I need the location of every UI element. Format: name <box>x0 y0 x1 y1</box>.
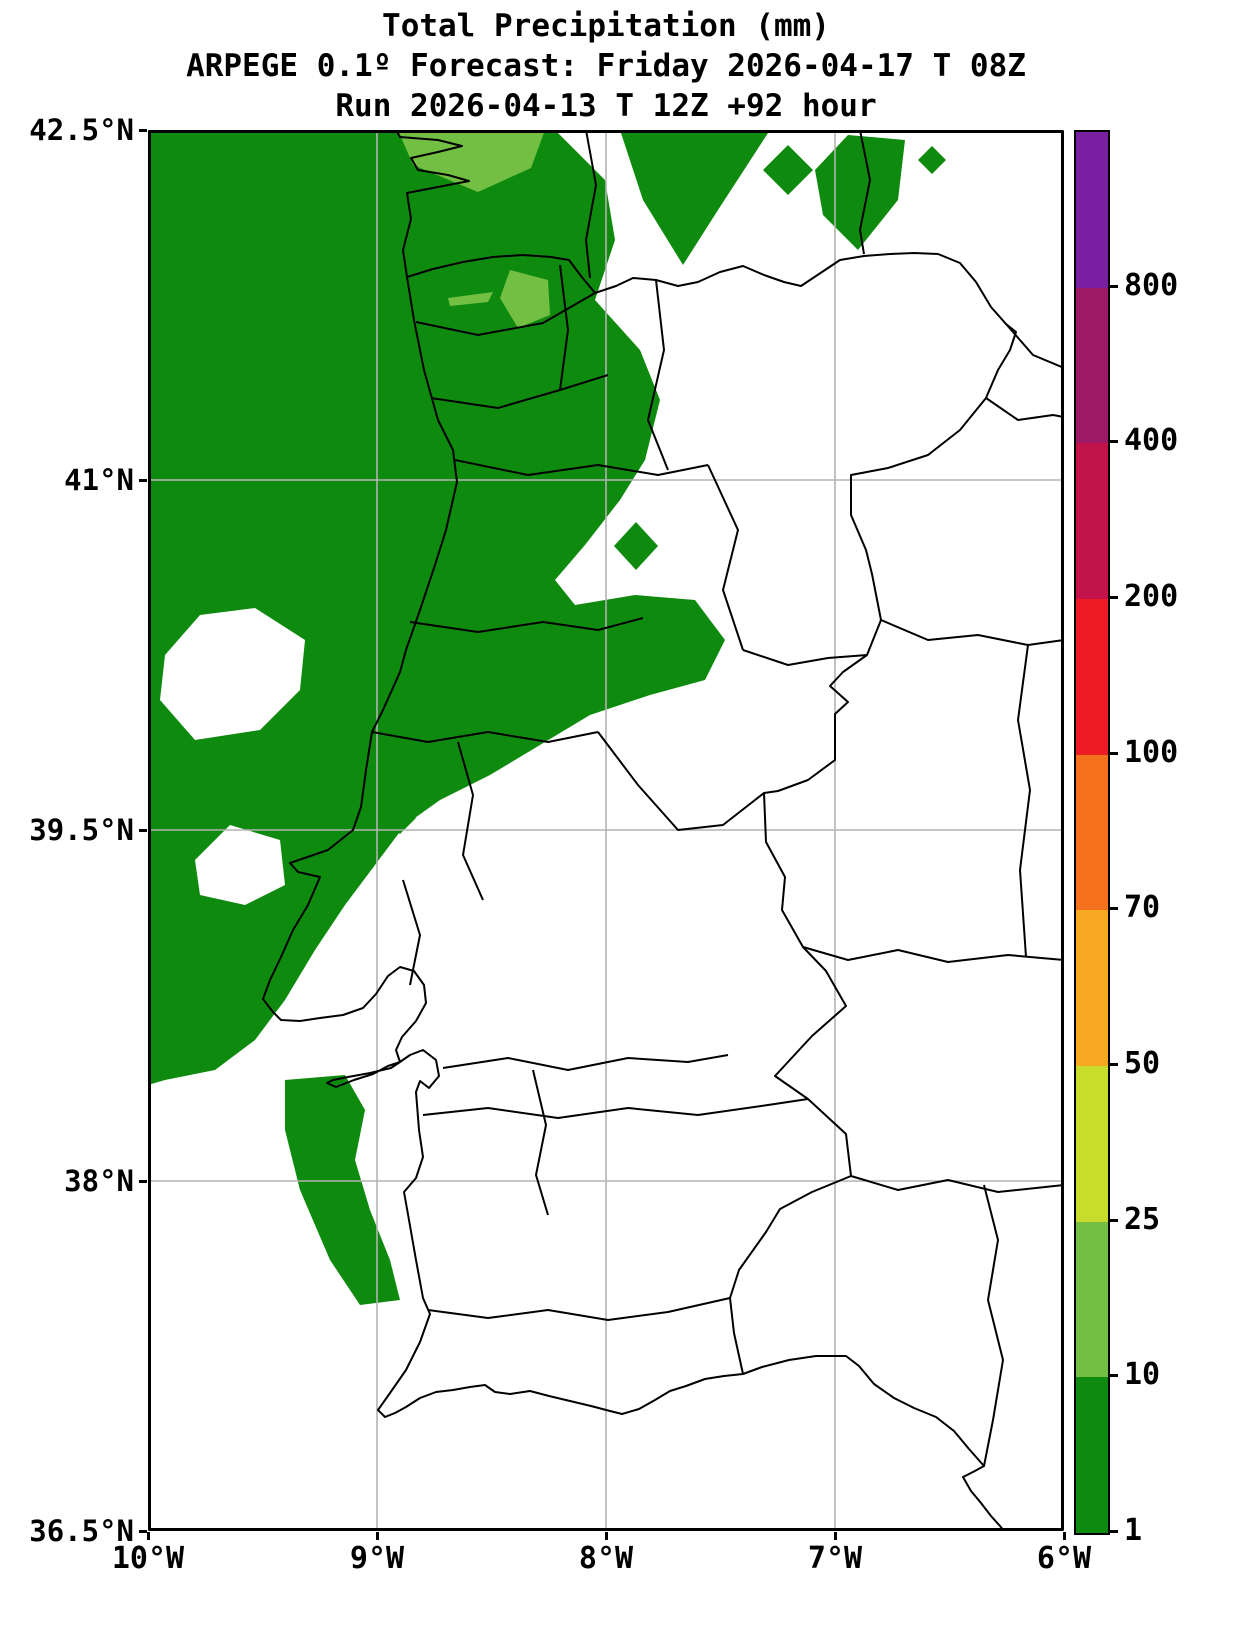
x-tick-mark-0 <box>147 1532 150 1540</box>
province-line-3 <box>985 397 1064 421</box>
colorbar-tick-label-200: 200 <box>1124 579 1179 614</box>
province-line-5 <box>802 946 1064 963</box>
colorbar-tick-label-800: 800 <box>1124 268 1179 303</box>
precip-10-25mm-top <box>398 130 545 192</box>
province-line-7 <box>983 1184 1004 1467</box>
district-line-14 <box>532 1069 549 1216</box>
y-tick-label-1: 41°N <box>64 463 134 497</box>
border-portugal-spain <box>406 252 1017 1375</box>
colorbar-tick-label-1: 1 <box>1124 1513 1143 1548</box>
y-tick-mark-0 <box>139 129 147 132</box>
y-tick-label-0: 42.5°N <box>29 113 134 147</box>
title-block: Total Precipitation (mm) ARPEGE 0.1º For… <box>148 6 1064 126</box>
y-tick-mark-1 <box>139 479 147 482</box>
plot-frame <box>148 130 1064 1531</box>
district-line-5 <box>647 279 669 471</box>
x-tick-label-1: 9°W <box>349 1541 405 1576</box>
district-line-10 <box>457 741 484 901</box>
province-line-1 <box>585 130 597 279</box>
colorbar-segment-70-100 <box>1076 754 1108 911</box>
colorbar-tick-label-100: 100 <box>1124 735 1179 770</box>
province-line-8 <box>1005 323 1064 369</box>
precip-blob-top3 <box>815 135 905 250</box>
colorbar-segment-200-400 <box>1076 443 1108 599</box>
province-line-6 <box>850 1175 1064 1193</box>
precip-10-25mm-sliver <box>448 292 493 306</box>
coastline-galicia <box>395 130 470 278</box>
x-tick-mark-3 <box>834 1532 837 1540</box>
colorbar-tick-mark-1 <box>1110 1530 1118 1533</box>
province-line-9 <box>1017 644 1031 958</box>
precip-main-1-10mm <box>148 130 725 1085</box>
district-line-13 <box>442 1054 729 1071</box>
colorbar-tick-label-10: 10 <box>1124 1357 1161 1392</box>
colorbar-segment-10-25 <box>1076 1221 1108 1378</box>
y-tick-mark-4 <box>139 1530 147 1533</box>
colorbar-tick-mark-50 <box>1110 1063 1118 1066</box>
precip-diamond-d <box>384 802 416 834</box>
district-line-15 <box>422 1098 809 1119</box>
precip-strip-sw-coast <box>285 1075 400 1305</box>
district-line-6 <box>707 464 744 651</box>
x-tick-mark-4 <box>1063 1532 1066 1540</box>
province-line-4 <box>880 619 1064 646</box>
district-line-8 <box>371 731 599 743</box>
dry-hole-coastal <box>195 825 285 905</box>
y-tick-label-3: 38°N <box>64 1164 134 1198</box>
colorbar-segment-100-200 <box>1076 598 1108 755</box>
precip-10-25mm-blob <box>500 270 550 328</box>
coastline-portugal-spain <box>262 276 1005 1531</box>
colorbar-tick-mark-10 <box>1110 1374 1118 1377</box>
colorbar-segment-50-70 <box>1076 910 1108 1066</box>
colorbar-segment-25-50 <box>1076 1065 1108 1222</box>
district-line-3 <box>559 264 569 391</box>
x-tick-label-2: 8°W <box>578 1541 634 1576</box>
chart-title: Total Precipitation (mm) <box>382 8 830 44</box>
y-tick-mark-2 <box>139 829 147 832</box>
province-line-2 <box>859 130 871 255</box>
dry-hole-ocean <box>160 608 305 740</box>
colorbar-tick-mark-100 <box>1110 752 1118 755</box>
colorbar-tick-mark-200 <box>1110 596 1118 599</box>
precip-blob-top2 <box>620 130 770 265</box>
precipitation-colorbar <box>1074 130 1110 1535</box>
district-line-2 <box>430 374 609 409</box>
precip-diamond-c <box>614 522 658 570</box>
colorbar-tick-label-50: 50 <box>1124 1046 1161 1081</box>
district-line-1 <box>415 292 596 336</box>
colorbar-tick-mark-70 <box>1110 907 1118 910</box>
map-plot-area <box>148 130 1064 1531</box>
x-tick-label-3: 7°W <box>807 1541 863 1576</box>
district-line-12 <box>402 879 421 986</box>
district-line-9 <box>742 649 868 666</box>
map-canvas <box>148 130 1064 1531</box>
district-line-4 <box>454 459 709 476</box>
y-tick-mark-3 <box>139 1180 147 1183</box>
colorbar-segment-800+ <box>1076 131 1108 288</box>
x-tick-mark-2 <box>605 1532 608 1540</box>
colorbar-tick-label-400: 400 <box>1124 423 1179 458</box>
colorbar-segment-400-800 <box>1076 287 1108 444</box>
y-tick-label-2: 39.5°N <box>29 813 134 847</box>
precip-diamond-a <box>763 145 813 195</box>
district-line-11 <box>597 731 765 831</box>
chart-subtitle-forecast: ARPEGE 0.1º Forecast: Friday 2026-04-17 … <box>186 48 1026 84</box>
district-line-7 <box>409 617 644 633</box>
precip-diamond-b <box>918 146 946 174</box>
x-tick-label-0: 10°W <box>111 1541 185 1576</box>
colorbar-tick-mark-400 <box>1110 440 1118 443</box>
colorbar-segment-1-10 <box>1076 1377 1108 1533</box>
chart-subtitle-run: Run 2026-04-13 T 12Z +92 hour <box>335 88 877 124</box>
x-tick-label-4: 6°W <box>1036 1541 1092 1576</box>
colorbar-tick-mark-800 <box>1110 285 1118 288</box>
district-line-16 <box>427 1297 731 1321</box>
y-tick-label-4: 36.5°N <box>29 1514 134 1548</box>
colorbar-tick-mark-25 <box>1110 1219 1118 1222</box>
colorbar-tick-label-25: 25 <box>1124 1202 1161 1237</box>
colorbar-tick-label-70: 70 <box>1124 890 1161 925</box>
x-tick-mark-1 <box>376 1532 379 1540</box>
